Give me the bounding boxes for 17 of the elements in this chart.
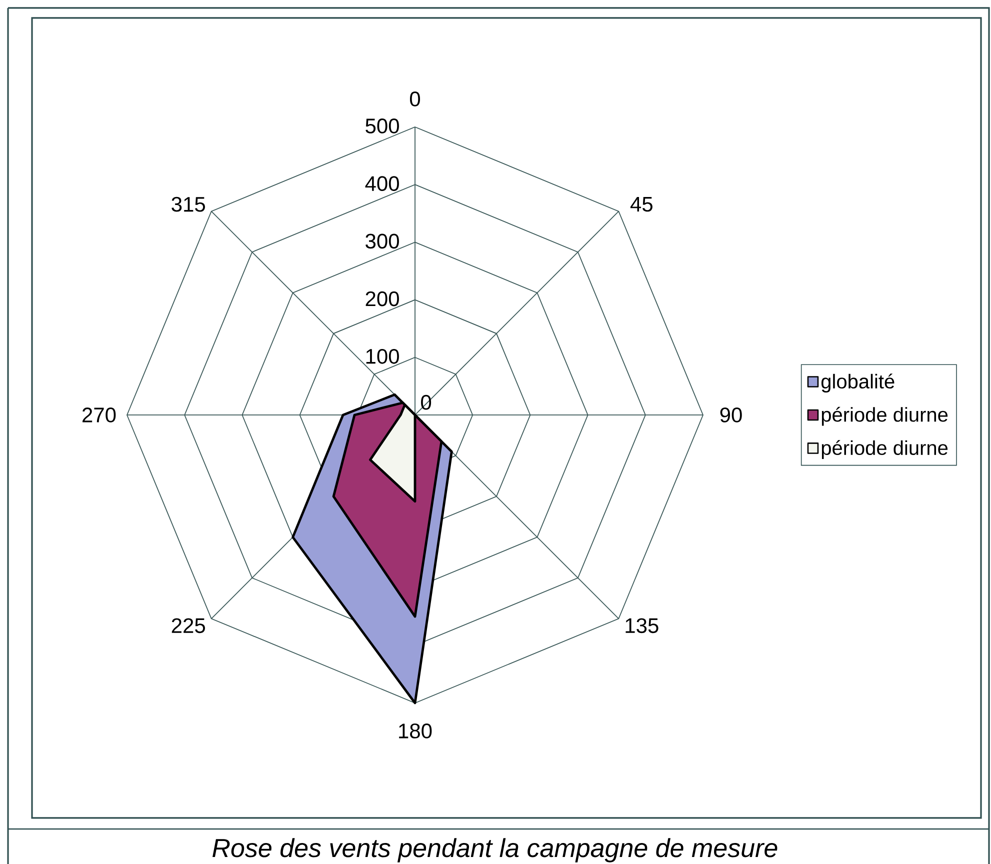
spoke-label: 180	[399, 724, 432, 738]
spoke-label: 225	[172, 618, 205, 634]
spoke-label: 90	[720, 408, 742, 422]
legend-label: période diurne	[822, 440, 948, 459]
spoke-label: 45	[630, 197, 652, 212]
legend-label: période diurne	[822, 406, 948, 426]
text: Rose des vents pendant la campagne de mesure	[212, 838, 778, 862]
y-tick-label: 100	[366, 348, 399, 364]
legend-label: globalité	[821, 374, 894, 393]
spoke-label: 0	[410, 92, 420, 106]
spoke-label: 315	[172, 196, 205, 212]
spoke-label: 270	[82, 408, 116, 422]
y-tick-label: 200	[366, 291, 399, 306]
spoke-label: 135	[626, 618, 658, 634]
y-tick-label: 300	[366, 234, 399, 249]
y-tick-label: 400	[365, 176, 399, 192]
y-tick-label: 500	[366, 118, 399, 134]
